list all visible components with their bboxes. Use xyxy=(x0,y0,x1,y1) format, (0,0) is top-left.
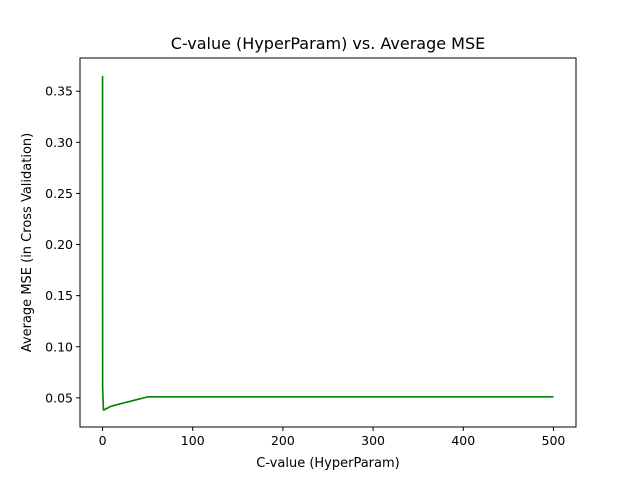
y-tick-label: 0.35 xyxy=(45,84,73,99)
y-tick-label: 0.30 xyxy=(45,135,73,150)
x-axis: 0 100 200 300 400 500 xyxy=(99,427,566,448)
plot-frame xyxy=(79,57,577,428)
series-layer xyxy=(101,75,554,411)
plot-area xyxy=(79,57,577,428)
chart-title: C-value (HyperParam) vs. Average MSE xyxy=(171,34,486,53)
y-tick-label: 0.15 xyxy=(45,288,73,303)
x-tick-label: 100 xyxy=(181,433,205,448)
y-tick-label: 0.25 xyxy=(45,186,73,201)
x-tick-label: 500 xyxy=(542,433,566,448)
x-tick-label: 400 xyxy=(451,433,475,448)
x-tick-label: 200 xyxy=(271,433,295,448)
x-tick-label: 300 xyxy=(361,433,385,448)
y-tick-label: 0.05 xyxy=(45,390,73,405)
y-axis-label: Average MSE (in Cross Validation) xyxy=(20,133,35,352)
series-line-0 xyxy=(101,75,554,411)
y-tick-label: 0.20 xyxy=(45,237,73,252)
y-tick-label: 0.10 xyxy=(45,339,73,354)
x-tick-label: 0 xyxy=(99,433,107,448)
y-axis: 0.05 0.10 0.15 0.20 0.25 0.30 0.35 xyxy=(45,84,80,405)
x-axis-label: C-value (HyperParam) xyxy=(256,456,399,471)
